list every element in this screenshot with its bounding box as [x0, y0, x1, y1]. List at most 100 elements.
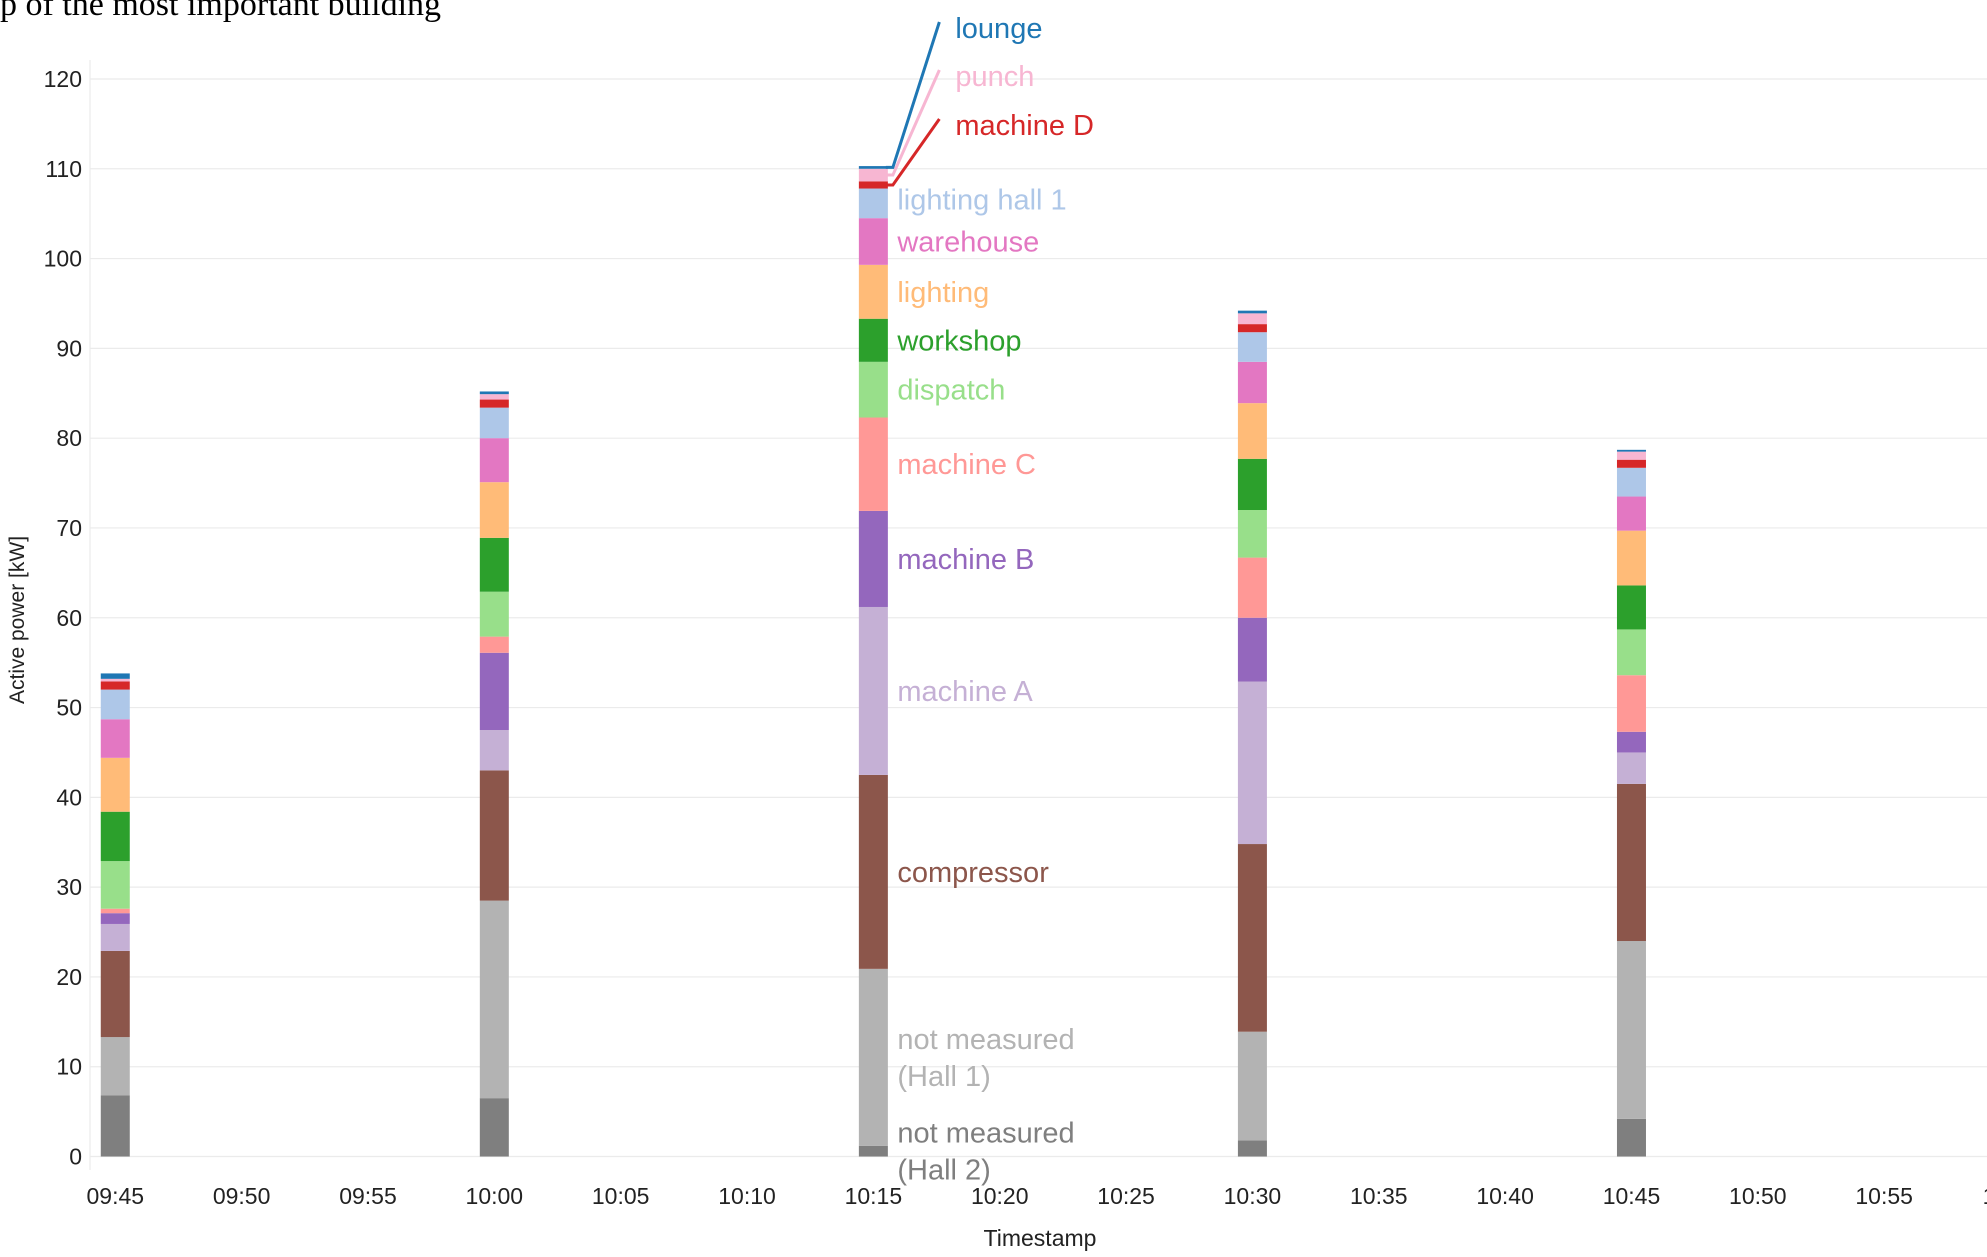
bar-segment	[1237, 361, 1267, 404]
series-label: machine B	[897, 544, 1034, 576]
figure-caption-fragment: p of the most important building	[0, 0, 442, 23]
bar-segment	[479, 399, 509, 408]
bar-segment	[858, 968, 888, 1146]
x-tick-label: 10:40	[1476, 1183, 1534, 1209]
bars	[100, 166, 1646, 1157]
bar-segment	[100, 923, 130, 951]
bar-segment	[479, 537, 509, 592]
y-tick-label: 90	[56, 335, 82, 361]
bar-segment	[479, 900, 509, 1099]
bar-stack	[858, 166, 888, 1157]
bar-stack	[1237, 310, 1267, 1157]
leader-line	[885, 118, 941, 187]
y-tick-label: 70	[56, 515, 82, 541]
x-tick-label: 09:55	[339, 1183, 397, 1209]
x-tick-label: 09:45	[86, 1183, 144, 1209]
bar-segment	[100, 950, 130, 1038]
bar-segment	[100, 719, 130, 758]
y-tick-label: 50	[56, 695, 82, 721]
bar-segment	[1237, 324, 1267, 333]
bar-segment	[479, 391, 509, 395]
bar-segment	[100, 861, 130, 909]
series-label: machine D	[955, 110, 1094, 142]
bar-segment	[100, 757, 130, 812]
series-label: machine C	[897, 449, 1036, 481]
bar-segment	[1237, 681, 1267, 845]
bar-segment	[479, 407, 509, 439]
y-tick-label: 0	[69, 1144, 82, 1170]
series-label: machine A	[897, 676, 1033, 708]
bar-segment	[1616, 496, 1646, 531]
y-tick-label: 100	[44, 246, 82, 272]
bar-segment	[1616, 752, 1646, 784]
bar-segment	[1616, 449, 1646, 452]
x-tick-label: 10:35	[1350, 1183, 1408, 1209]
bar-segment	[858, 606, 888, 775]
bar-segment	[1616, 731, 1646, 753]
y-tick-label: 120	[44, 66, 82, 92]
bar-segment	[100, 1037, 130, 1096]
x-axis-title: Timestamp	[984, 1225, 1097, 1251]
bar-stack	[1616, 449, 1646, 1157]
bar-segment	[858, 218, 888, 265]
series-label: not measured	[897, 1024, 1074, 1056]
bar-segment	[1616, 1118, 1646, 1157]
series-label: workshop	[896, 325, 1021, 357]
x-tick-label: 10:45	[1603, 1183, 1661, 1209]
bar-segment	[1237, 510, 1267, 558]
series-label: (Hall 2)	[897, 1155, 990, 1187]
bar-segment	[479, 652, 509, 730]
bar-segment	[479, 482, 509, 538]
bar-segment	[479, 591, 509, 637]
x-tick-label: 10:50	[1729, 1183, 1787, 1209]
x-axis-ticks: 09:45 09:50 09:55 10:00 10:05 10:10 10:15 10:20…	[86, 1183, 1987, 1209]
y-tick-label: 10	[56, 1054, 82, 1080]
bar-segment	[100, 689, 130, 720]
bar-segment	[479, 394, 509, 400]
leader-line	[885, 69, 941, 177]
series-label: warehouse	[896, 227, 1039, 259]
bar-segment	[858, 510, 888, 607]
y-tick-label: 30	[56, 874, 82, 900]
bar-segment	[1237, 332, 1267, 362]
x-tick-label: 10:55	[1855, 1183, 1913, 1209]
bar-segment	[1237, 310, 1267, 314]
series-label: lounge	[955, 13, 1042, 45]
bar-segment	[479, 438, 509, 483]
x-tick-label: 10:00	[466, 1183, 524, 1209]
bar-segment	[858, 188, 888, 219]
bar-segment	[100, 678, 130, 682]
bar-segment	[1616, 629, 1646, 676]
x-tick-label: 10:05	[592, 1183, 650, 1209]
x-tick-label: 10:15	[845, 1183, 903, 1209]
bar-stack	[100, 673, 130, 1157]
y-tick-label: 110	[45, 156, 82, 182]
y-axis-ticks: 0 10 20 30 40 50 60 70 80 90 100 110 120	[44, 66, 82, 1170]
bar-segment	[1237, 844, 1267, 1032]
series-labels: not measured (Hall 2) not measured (Hall 1)…	[885, 13, 1094, 1187]
gridlines	[89, 60, 1987, 1170]
bar-segment	[100, 1095, 130, 1157]
bar-segment	[1616, 783, 1646, 942]
bar-segment	[479, 636, 509, 653]
bar-segment	[1616, 941, 1646, 1119]
bar-segment	[1237, 1031, 1267, 1141]
bar-segment	[479, 730, 509, 771]
series-label: dispatch	[897, 375, 1005, 407]
bar-segment	[1616, 585, 1646, 630]
bar-stack	[479, 391, 509, 1157]
bar-segment	[858, 264, 888, 319]
bar-segment	[1237, 617, 1267, 682]
x-tick-label: 10:25	[1097, 1183, 1155, 1209]
series-label: not measured	[897, 1118, 1074, 1150]
bar-segment	[1616, 459, 1646, 468]
y-axis-title: Active power [kW]	[6, 536, 29, 704]
bar-segment	[1616, 467, 1646, 497]
y-tick-label: 80	[56, 425, 82, 451]
y-tick-label: 20	[56, 964, 82, 990]
bar-segment	[100, 913, 130, 924]
bar-segment	[1237, 403, 1267, 459]
bar-segment	[858, 1145, 888, 1157]
bar-segment	[858, 181, 888, 189]
